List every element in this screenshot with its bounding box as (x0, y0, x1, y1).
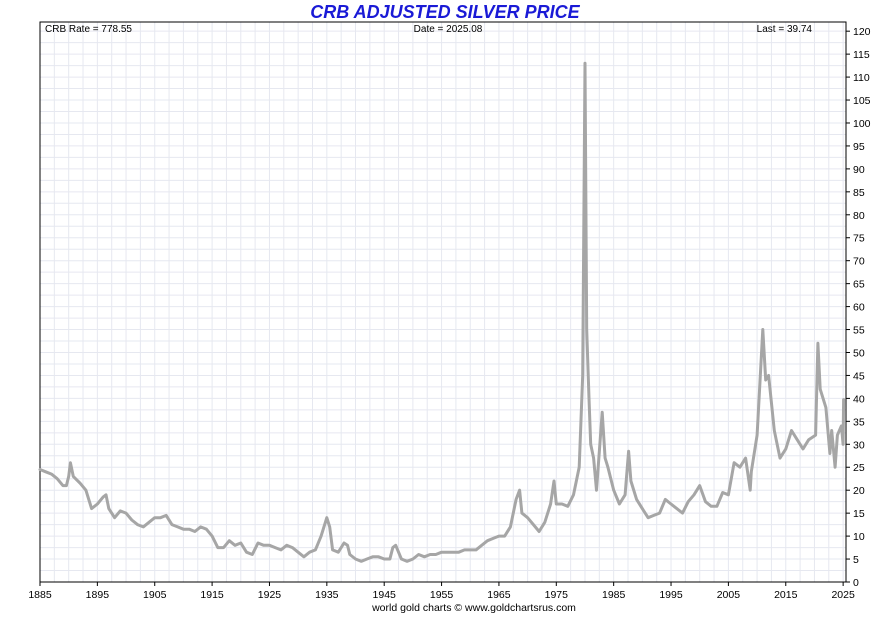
y-tick-label: 80 (853, 210, 865, 222)
silver-price-line (38, 61, 846, 563)
y-tick-label: 40 (853, 393, 865, 405)
x-tick-label: 1985 (602, 589, 626, 601)
credit-label: world gold charts © www.goldchartsrus.co… (371, 602, 576, 614)
x-tick-label: 1975 (545, 589, 569, 601)
y-tick-label: 0 (853, 577, 859, 589)
x-tick-label: 1885 (28, 589, 52, 601)
y-tick-label: 75 (853, 233, 865, 245)
y-tick-label: 90 (853, 164, 865, 176)
x-tick-label: 1965 (487, 589, 511, 601)
y-tick-label: 45 (853, 370, 865, 382)
y-tick-label: 15 (853, 508, 865, 520)
y-tick-label: 85 (853, 187, 865, 199)
x-tick-label: 1995 (659, 589, 683, 601)
x-tick-label: 2015 (774, 589, 798, 601)
y-tick-label: 120 (853, 26, 871, 38)
plot-frame (39, 21, 847, 583)
y-tick-label: 65 (853, 279, 865, 291)
y-tick-label: 110 (853, 72, 870, 84)
y-tick-label: 5 (853, 554, 859, 566)
y-tick-label: 20 (853, 485, 865, 497)
y-tick-label: 25 (853, 462, 865, 474)
y-tick-label: 35 (853, 416, 865, 428)
y-tick-label: 60 (853, 302, 865, 314)
x-tick-label: 1935 (315, 589, 339, 601)
x-tick-label: 1945 (373, 589, 397, 601)
x-tick-label: 1915 (200, 589, 224, 601)
y-tick-label: 30 (853, 439, 865, 451)
x-tick-label: 2005 (717, 589, 741, 601)
y-tick-label: 115 (853, 49, 870, 61)
y-tick-label: 50 (853, 347, 865, 359)
crb-rate-label: CRB Rate = 778.55 (45, 24, 132, 35)
series-layer (38, 61, 846, 563)
x-tick-label: 1925 (258, 589, 282, 601)
y-tick-label: 55 (853, 325, 865, 337)
x-tick-label: 1905 (143, 589, 167, 601)
chart-title: CRB ADJUSTED SILVER PRICE (310, 2, 580, 22)
x-tick-label: 2025 (831, 589, 855, 601)
x-axis: 1885 1895 1905 1915 1925 1935 1945 1955 1965 1975… (28, 582, 855, 601)
y-tick-label: 95 (853, 141, 865, 153)
last-label: Last = 39.74 (757, 24, 813, 35)
y-tick-label: 100 (853, 118, 871, 130)
x-tick-label: 1955 (430, 589, 454, 601)
date-label: Date = 2025.08 (414, 24, 483, 35)
grid (39, 22, 846, 583)
y-tick-label: 105 (853, 95, 871, 107)
x-tick-label: 1895 (86, 589, 110, 601)
y-tick-label: 70 (853, 256, 865, 268)
y-tick-label: 10 (853, 531, 865, 543)
y-axis: 0 5 10 15 20 25 30 35 40 45 50 55 60 65 70 75 80 85 90 95 10… (846, 26, 871, 589)
